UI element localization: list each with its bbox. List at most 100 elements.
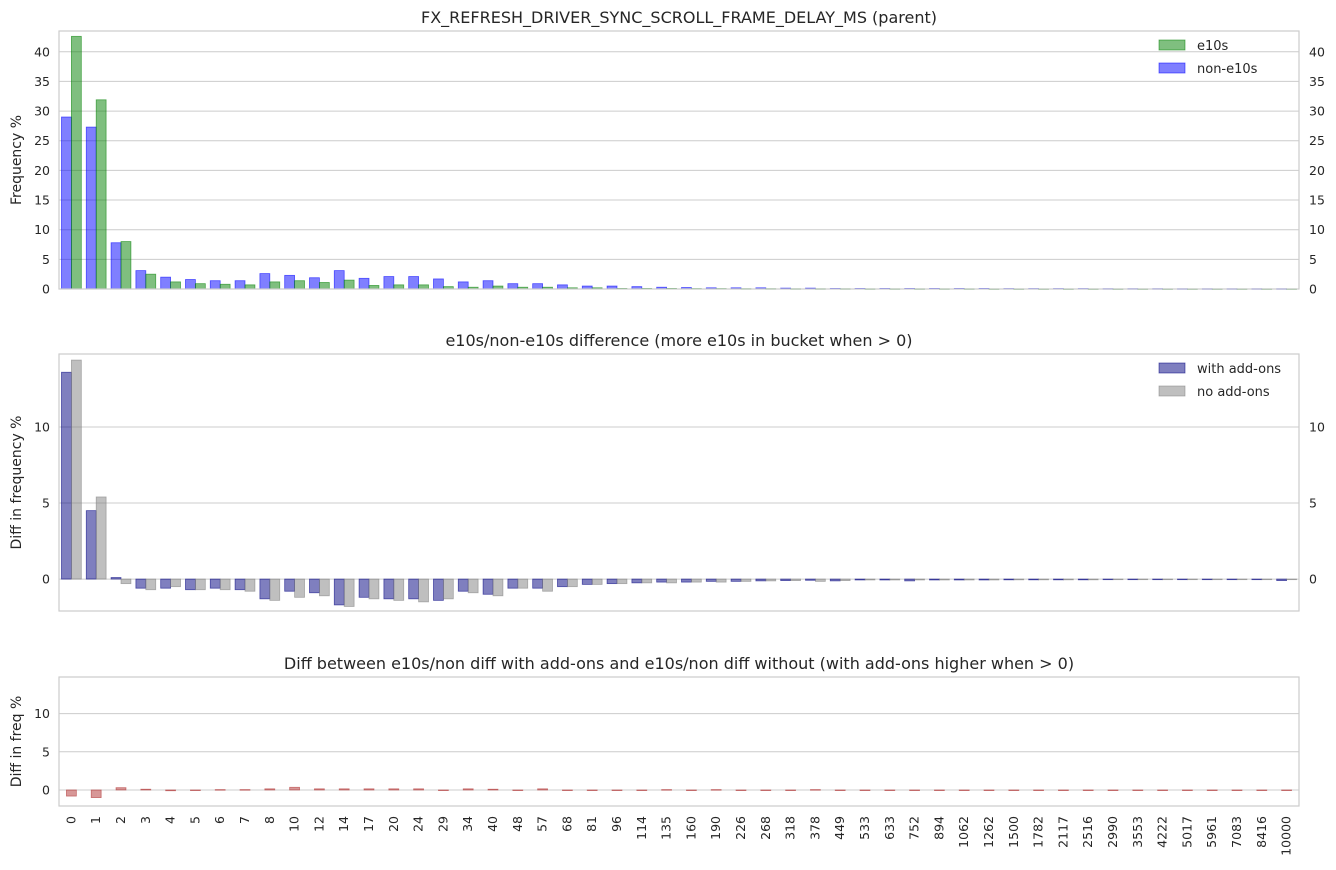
- y-tick-label-right: 35: [1309, 74, 1325, 89]
- x-tick-label: 0: [63, 816, 78, 824]
- bar-no-add-ons-68: [567, 578, 578, 588]
- bar-with-add-ons-1500: [1003, 578, 1015, 581]
- bar-diff-1062: [958, 789, 970, 791]
- bar-no-add-ons-533: [864, 578, 876, 581]
- bar-diff-5961: [1206, 789, 1218, 791]
- plot-frame: [58, 353, 1300, 612]
- bar-diff-160: [686, 789, 697, 791]
- bar-diff-449: [834, 789, 846, 791]
- y-axis-label: Diff in freq %: [9, 696, 25, 788]
- bar-no-add-ons-48: [517, 578, 529, 589]
- y-tick-label: 0: [42, 782, 50, 797]
- x-tick-label: 2990: [1105, 816, 1120, 848]
- bar-no-add-ons-57: [542, 578, 553, 592]
- x-tick-label: 5017: [1179, 816, 1194, 848]
- bar-non-e10s-17: [358, 277, 370, 290]
- bar-non-e10s-7: [234, 280, 246, 290]
- y-tick-label: 40: [34, 44, 50, 59]
- x-tick-label: 3553: [1130, 816, 1145, 848]
- bar-diff-10: [289, 786, 300, 791]
- bar-no-add-ons-7083: [1236, 578, 1248, 581]
- bar-non-e10s-1: [85, 126, 97, 290]
- y-tick-label-right: 0: [1309, 572, 1317, 587]
- bar-no-add-ons-378: [815, 578, 826, 582]
- bar-no-add-ons-5961: [1211, 578, 1223, 581]
- x-tick-label: 8416: [1254, 816, 1269, 848]
- bar-with-add-ons-894: [929, 578, 940, 581]
- bar-non-e10s-4: [160, 276, 171, 290]
- x-tick-label: 57: [535, 816, 550, 832]
- legend-label: e10s: [1197, 39, 1229, 54]
- chart-title: FX_REFRESH_DRIVER_SYNC_SCROLL_FRAME_DELA…: [421, 8, 937, 28]
- bar-with-add-ons-20: [383, 578, 395, 600]
- bar-with-add-ons-24: [408, 578, 419, 600]
- bar-with-add-ons-449: [829, 578, 841, 582]
- bar-with-add-ons-5: [185, 578, 196, 591]
- y-tick-label: 15: [34, 193, 50, 208]
- x-tick-label: 190: [708, 816, 723, 840]
- y-tick-label: 0: [42, 282, 50, 297]
- x-tick-label: 6: [212, 816, 227, 824]
- bar-e10s-12: [318, 282, 330, 290]
- x-tick-label: 752: [907, 816, 922, 840]
- bar-non-e10s-48: [507, 283, 519, 290]
- bar-no-add-ons-29: [442, 578, 454, 600]
- bar-with-add-ons-8: [259, 578, 271, 600]
- y-tick-label: 10: [34, 706, 50, 721]
- x-tick-label: 14: [336, 816, 351, 832]
- bar-diff-190: [710, 789, 722, 791]
- x-tick-label: 29: [435, 816, 450, 832]
- bar-diff-1500: [1008, 789, 1020, 791]
- bar-diff-29: [438, 789, 449, 791]
- x-tick-label: 81: [584, 816, 599, 832]
- bar-diff-96: [611, 789, 623, 791]
- bar-non-e10s-57: [532, 283, 543, 290]
- bar-non-e10s-34: [457, 281, 469, 290]
- bar-diff-226: [735, 789, 747, 791]
- bar-no-add-ons-24: [418, 578, 429, 603]
- x-tick-label: 268: [758, 816, 773, 840]
- bar-with-add-ons-1: [85, 510, 97, 580]
- bar-non-e10s-40: [482, 280, 494, 290]
- bar-diff-7: [239, 789, 251, 791]
- bar-with-add-ons-57: [532, 578, 543, 589]
- x-tick-label: 68: [559, 816, 574, 832]
- x-tick-label: 2117: [1055, 816, 1070, 848]
- bar-with-add-ons-40: [482, 578, 494, 595]
- bar-e10s-3: [145, 273, 157, 290]
- x-tick-label: 48: [510, 816, 525, 832]
- bar-no-add-ons-3: [145, 578, 157, 591]
- bar-with-add-ons-29: [433, 578, 444, 601]
- bar-diff-81: [586, 789, 598, 791]
- bar-diff-894: [934, 789, 945, 791]
- bar-non-e10s-3: [135, 270, 147, 290]
- x-tick-label: 1262: [981, 816, 996, 848]
- bar-no-add-ons-2117: [1063, 578, 1074, 581]
- y-tick-label: 10: [34, 222, 50, 237]
- bar-non-e10s-6: [209, 280, 221, 290]
- bar-with-add-ons-5961: [1201, 578, 1213, 581]
- bar-with-add-ons-8416: [1251, 578, 1263, 581]
- bar-diff-114: [636, 789, 648, 791]
- x-tick-label: 7083: [1229, 816, 1244, 848]
- x-tick-label: 10000: [1279, 816, 1294, 856]
- bar-with-add-ons-2516: [1077, 578, 1089, 581]
- bar-non-e10s-5: [185, 279, 196, 290]
- bar-diff-4: [165, 789, 176, 792]
- y-axis-label: Diff in frequency %: [9, 416, 25, 550]
- bar-diff-3553: [1132, 789, 1144, 791]
- bar-with-add-ons-633: [879, 578, 891, 581]
- y-tick-label: 35: [34, 74, 50, 89]
- x-tick-label: 226: [733, 816, 748, 840]
- x-tick-label: 135: [659, 816, 674, 840]
- y-axis-label: Frequency %: [9, 115, 25, 205]
- plot-frame: [58, 676, 1300, 807]
- bar-with-add-ons-6: [209, 578, 221, 589]
- bar-with-add-ons-378: [805, 578, 816, 581]
- bar-with-add-ons-68: [557, 578, 568, 588]
- bar-diff-48: [512, 789, 524, 791]
- bar-with-add-ons-2990: [1102, 578, 1114, 581]
- bar-e10s-20: [393, 284, 405, 290]
- y-tick-label: 5: [42, 496, 50, 511]
